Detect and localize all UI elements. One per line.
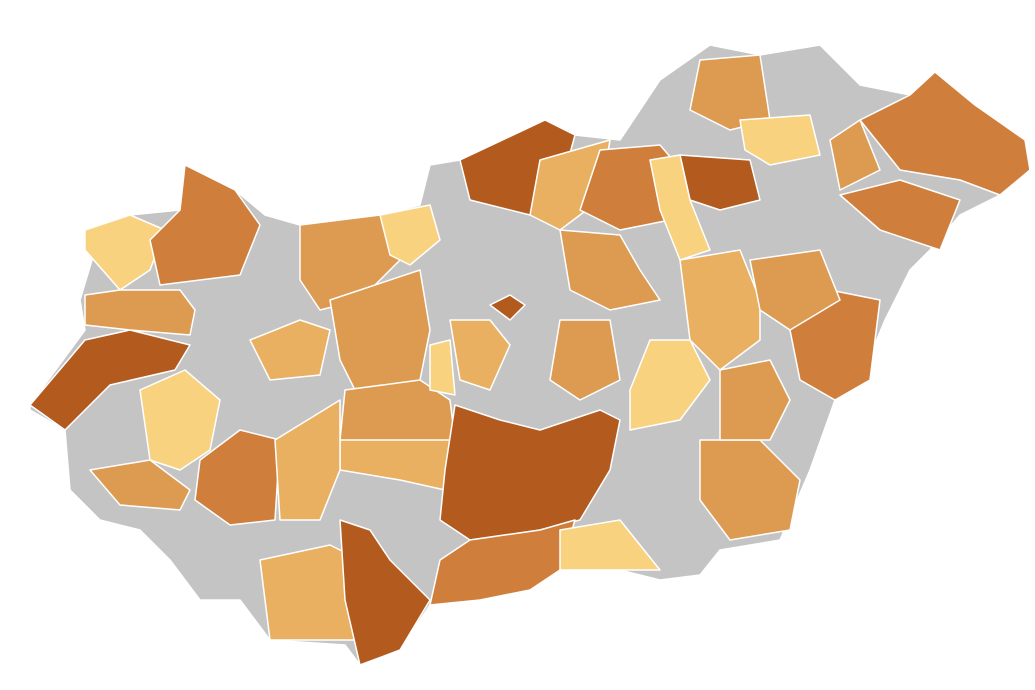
- region: [549, 319, 621, 401]
- region: [829, 119, 881, 191]
- region: [429, 339, 456, 396]
- region: [449, 319, 511, 391]
- region: [194, 429, 281, 526]
- region: [739, 114, 821, 166]
- region: [149, 164, 261, 286]
- region: [439, 404, 621, 541]
- regions: [29, 54, 1031, 666]
- region: [649, 154, 711, 261]
- region: [84, 289, 196, 336]
- region: [489, 294, 526, 321]
- region: [274, 399, 341, 521]
- region: [249, 319, 331, 381]
- region: [559, 229, 661, 311]
- region: [339, 519, 431, 666]
- region: [719, 359, 791, 441]
- region: [429, 519, 576, 606]
- region: [859, 71, 1031, 196]
- region: [629, 339, 711, 431]
- region: [749, 249, 841, 331]
- region: [559, 519, 661, 571]
- region: [84, 214, 166, 291]
- region: [379, 204, 441, 266]
- region: [89, 459, 191, 511]
- region: [839, 179, 961, 251]
- region: [29, 329, 191, 431]
